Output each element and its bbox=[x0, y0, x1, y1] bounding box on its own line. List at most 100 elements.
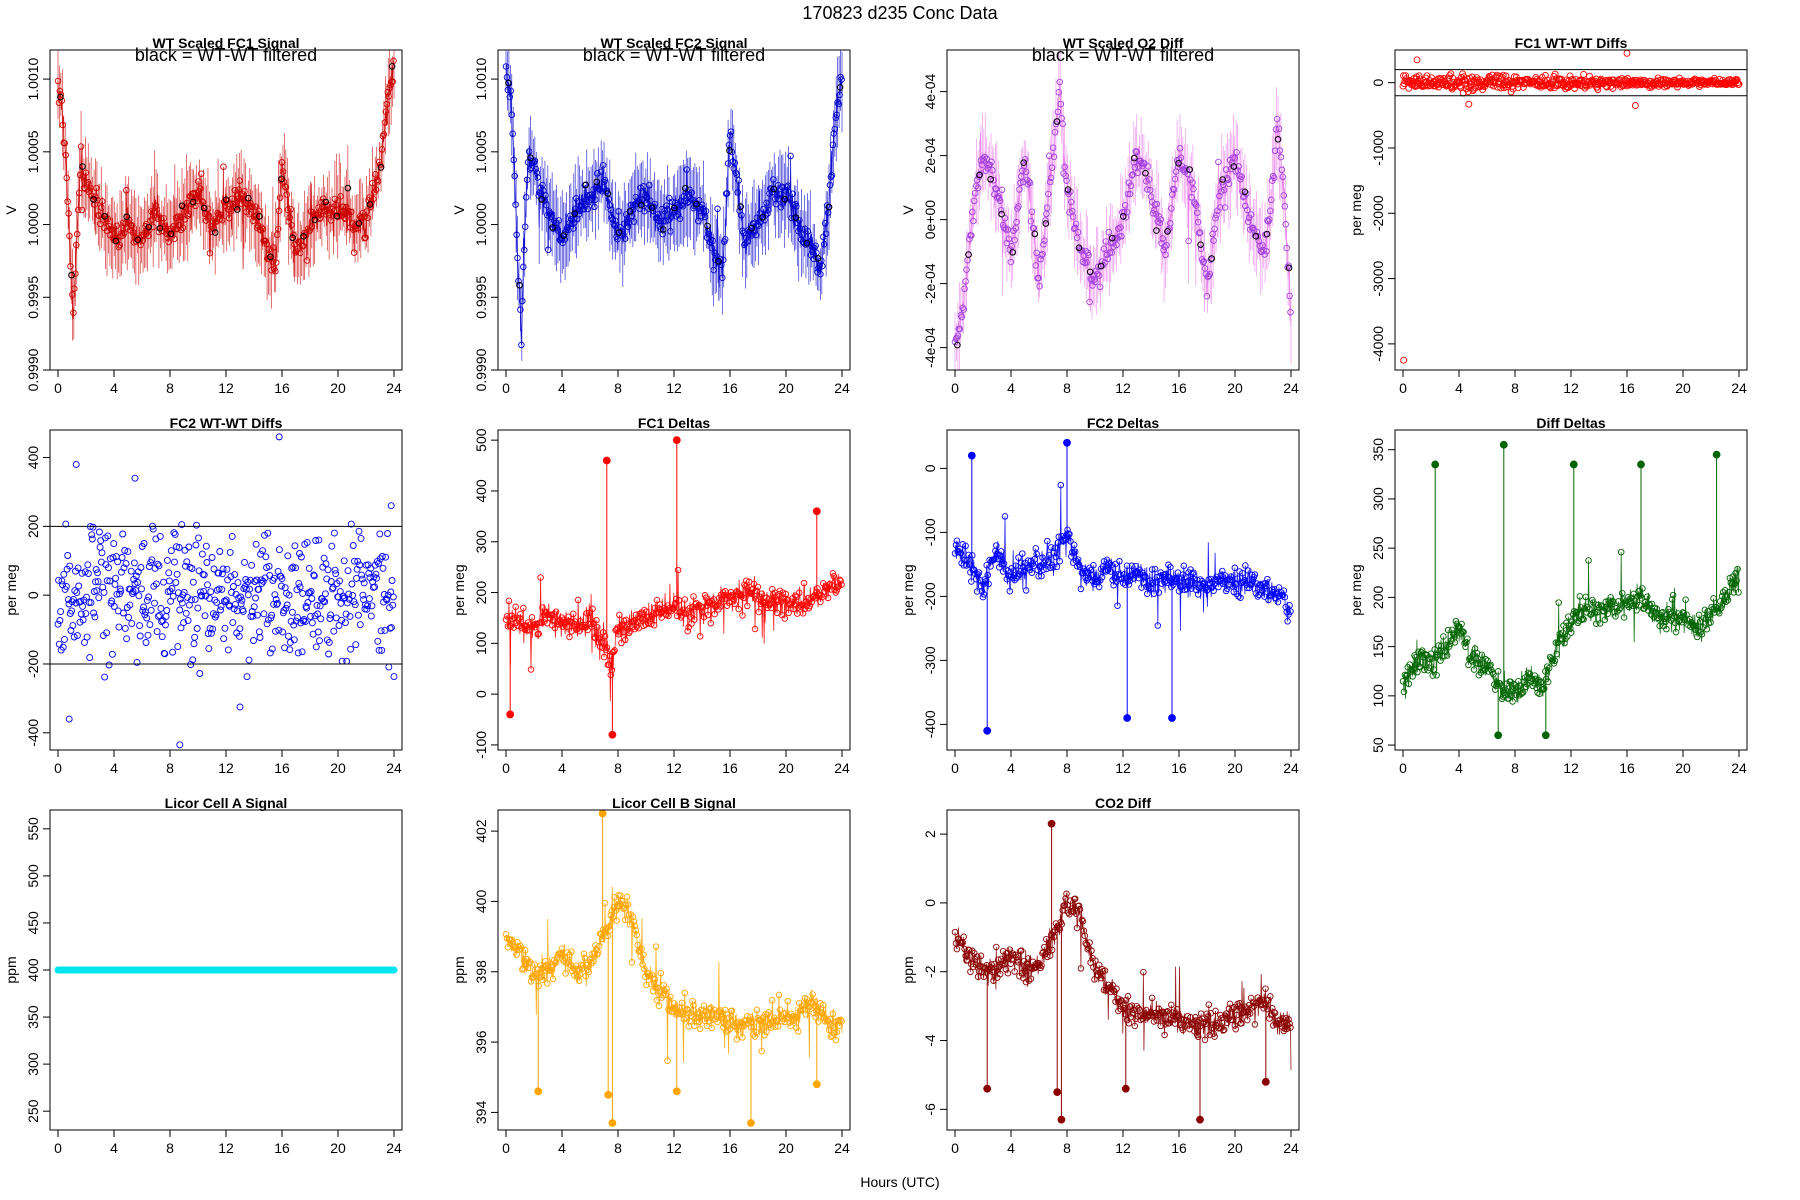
x-tick-label: 0 bbox=[951, 760, 959, 776]
series-point bbox=[1181, 1023, 1189, 1030]
series-point bbox=[177, 226, 185, 234]
series-point bbox=[726, 132, 734, 139]
series-point bbox=[1205, 1001, 1213, 1008]
scatter-point bbox=[356, 621, 364, 629]
scatter-point bbox=[382, 595, 390, 603]
series-point bbox=[1121, 1010, 1129, 1018]
series-point bbox=[729, 591, 737, 599]
series-point bbox=[988, 961, 995, 968]
scatter-point bbox=[1580, 70, 1588, 78]
scatter-point bbox=[61, 635, 68, 643]
series-point bbox=[719, 274, 726, 282]
series-point bbox=[1167, 220, 1174, 227]
series-point bbox=[958, 313, 965, 321]
series-point bbox=[276, 194, 284, 201]
series-point bbox=[1044, 204, 1051, 212]
series-point bbox=[1049, 564, 1057, 571]
series-point bbox=[1641, 605, 1648, 612]
series-point bbox=[1156, 572, 1164, 580]
series-point bbox=[597, 168, 605, 176]
series-point bbox=[237, 195, 244, 203]
series-point bbox=[1567, 625, 1574, 632]
series-point bbox=[680, 192, 688, 200]
series-point bbox=[963, 266, 970, 273]
series-point bbox=[1253, 580, 1261, 587]
series-point bbox=[185, 210, 192, 218]
series-point bbox=[1481, 666, 1488, 674]
series-point bbox=[536, 189, 543, 197]
spike-point bbox=[1712, 450, 1721, 459]
series-point bbox=[1050, 153, 1058, 161]
series-point bbox=[1069, 549, 1076, 556]
filtered-point bbox=[112, 237, 119, 245]
scatter-point bbox=[207, 629, 215, 637]
filtered-point bbox=[388, 63, 396, 70]
scatter-point bbox=[378, 553, 386, 560]
scatter-point bbox=[209, 625, 217, 633]
series-point bbox=[1663, 625, 1670, 633]
x-tick-label: 12 bbox=[666, 760, 682, 776]
scatter-point bbox=[241, 558, 248, 566]
scatter-point bbox=[356, 561, 364, 569]
series-point bbox=[1099, 563, 1107, 570]
series-point bbox=[971, 189, 979, 197]
series-point bbox=[772, 200, 780, 208]
y-tick-label: 400 bbox=[473, 479, 489, 503]
y-tick-label: 0 bbox=[1370, 79, 1386, 87]
series-point bbox=[266, 245, 273, 253]
series-point bbox=[74, 206, 82, 214]
scatter-point bbox=[92, 566, 100, 573]
series-point bbox=[1442, 648, 1449, 655]
x-tick-label: 12 bbox=[1115, 380, 1131, 396]
series-point bbox=[571, 618, 579, 625]
filtered-point bbox=[322, 198, 330, 206]
scatter-point bbox=[298, 648, 306, 656]
series-point bbox=[54, 77, 62, 85]
scatter-point bbox=[208, 554, 216, 561]
series-point bbox=[1090, 561, 1097, 569]
series-point bbox=[1155, 213, 1163, 220]
y-tick-label: 400 bbox=[25, 446, 41, 470]
series-point bbox=[573, 966, 581, 973]
series-point bbox=[1018, 947, 1025, 954]
scatter-point bbox=[171, 558, 178, 566]
spike-point bbox=[812, 1080, 821, 1089]
series-point bbox=[66, 232, 73, 240]
x-tick-label: 24 bbox=[834, 760, 850, 776]
x-tick-label: 0 bbox=[951, 380, 959, 396]
filtered-point bbox=[954, 341, 961, 349]
scatter-point bbox=[170, 529, 178, 537]
scatter-point bbox=[103, 577, 111, 585]
series-point bbox=[278, 159, 286, 166]
series-point bbox=[1117, 224, 1124, 231]
series-point bbox=[372, 171, 379, 178]
series-point bbox=[1123, 562, 1131, 569]
scatter-point bbox=[296, 550, 303, 557]
x-tick-label: 16 bbox=[274, 380, 290, 396]
series-point bbox=[667, 993, 674, 1001]
scatter-point bbox=[110, 540, 118, 548]
panel-title: Licor Cell B Signal bbox=[612, 795, 736, 811]
series-point bbox=[1561, 639, 1568, 647]
scatter-point bbox=[145, 563, 153, 570]
plot-area bbox=[951, 438, 1294, 735]
series-point bbox=[832, 1036, 840, 1044]
series-point bbox=[1457, 630, 1464, 637]
series-point bbox=[1267, 993, 1274, 1000]
series-point bbox=[1236, 1000, 1243, 1007]
spike-point bbox=[1494, 731, 1503, 740]
series-point bbox=[1721, 587, 1729, 594]
filtered-point bbox=[770, 185, 778, 193]
series-point bbox=[242, 199, 249, 207]
outlier-point bbox=[1413, 56, 1421, 64]
series-point bbox=[1047, 544, 1055, 551]
series-point bbox=[1176, 145, 1184, 152]
series-point bbox=[506, 93, 514, 101]
spike-point bbox=[598, 810, 607, 818]
series-point bbox=[1722, 598, 1730, 605]
scatter-point bbox=[380, 591, 388, 598]
series-point bbox=[706, 1005, 714, 1013]
series-point bbox=[826, 181, 834, 189]
scatter-point bbox=[138, 585, 145, 593]
